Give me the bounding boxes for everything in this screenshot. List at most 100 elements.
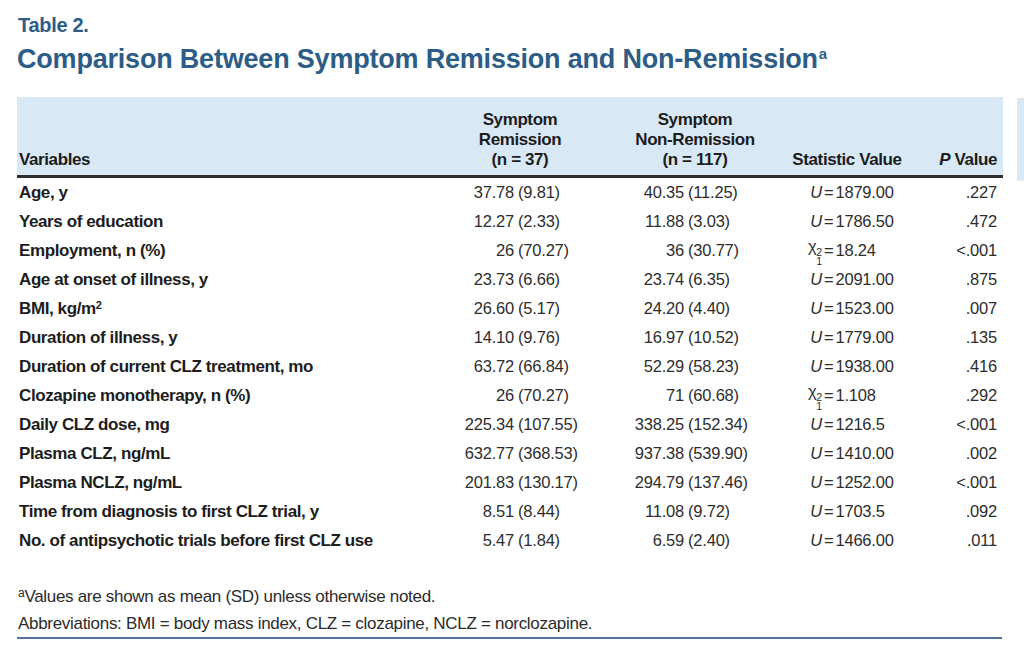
header-line: Symptom	[658, 110, 733, 129]
value-mean: 37.78	[430, 183, 514, 202]
cell-non-remission-value: 36(30.77)	[610, 241, 780, 260]
cell-variable-label: Employment, n (%)	[17, 241, 430, 261]
cell-variable-label: Daily CLZ dose, mg	[17, 415, 430, 435]
header-line: Symptom	[483, 110, 558, 129]
statistic-symbol-letter: U	[810, 415, 822, 433]
equals-sign: =	[824, 212, 833, 231]
equals-sign: =	[824, 270, 833, 289]
equals-sign: =	[824, 473, 833, 492]
footnote-abbreviations: Abbreviations: BMI = body mass index, CL…	[18, 610, 1004, 637]
statistic-symbol-letter: U	[810, 270, 822, 288]
cell-statistic-value: U=1252.00	[782, 473, 912, 492]
statistic-symbol: U	[782, 502, 822, 521]
cell-variable-label: Age, y	[17, 183, 430, 203]
cell-variable-label: Age at onset of illness, y	[17, 270, 430, 290]
statistic-number: 18.24	[835, 241, 875, 260]
statistic-symbol-letter: U	[810, 531, 822, 549]
value-sd: (8.44)	[518, 502, 560, 521]
statistic-number: 1523.00	[835, 299, 893, 318]
statistic-number: 1786.50	[835, 212, 893, 231]
cell-variable-label: Duration of current CLZ treatment, mo	[17, 357, 430, 377]
statistic-symbol-letter: χ	[808, 237, 816, 255]
statistic-symbol-letter: U	[810, 357, 822, 375]
statistic-symbol: U	[782, 183, 822, 202]
statistic-symbol: U	[782, 328, 822, 347]
page-title-superscript: a	[819, 45, 827, 62]
cell-remission-value: 201.83(130.17)	[430, 473, 610, 492]
cell-statistic-value: U=1466.00	[782, 531, 912, 550]
equals-sign: =	[824, 502, 833, 521]
value-sd: (9.76)	[518, 328, 560, 347]
table-row: Age at onset of illness, y23.73(6.66) 23.…	[17, 265, 1003, 294]
cell-variable-label: Time from diagnosis to first CLZ trial, …	[17, 502, 430, 522]
statistic-symbol-letter: U	[810, 444, 822, 462]
value-sd: (2.40)	[688, 531, 730, 550]
cell-remission-value: 225.34(107.55)	[430, 415, 610, 434]
cell-non-remission-value: 23.74(6.35)	[610, 270, 780, 289]
statistic-symbol-letter: U	[810, 183, 822, 201]
value-mean: 16.97	[610, 328, 684, 347]
value-mean: 23.73	[430, 270, 514, 289]
cell-statistic-value: U=1410.00	[782, 444, 912, 463]
variable-label-text: Employment, n (%)	[19, 241, 165, 260]
column-header-statistic-value: Statistic Value	[782, 150, 912, 170]
value-sd: (66.84)	[518, 357, 569, 376]
header-line: (n = 37)	[492, 150, 549, 169]
value-mean: 11.08	[610, 502, 684, 521]
value-mean: 201.83	[430, 473, 514, 492]
value-mean: 632.77	[430, 444, 514, 463]
column-header-p-value: P Value	[912, 150, 1003, 170]
cell-p-value: .416	[912, 357, 1003, 376]
value-sd: (3.03)	[688, 212, 730, 231]
cell-remission-value: 26(70.27)	[430, 386, 610, 405]
value-sd: (9.81)	[518, 183, 560, 202]
variable-label-text: Daily CLZ dose, mg	[19, 415, 170, 434]
equals-sign: =	[824, 357, 833, 376]
value-sd: (70.27)	[518, 241, 569, 260]
table-row: Clozapine monotherapy, n (%)26(70.27)71(…	[17, 381, 1003, 410]
cell-p-value: .292	[912, 386, 1003, 405]
cell-non-remission-value: 294.79(137.46)	[610, 473, 780, 492]
value-mean: 338.25	[610, 415, 684, 434]
statistic-number: 2091.00	[835, 270, 893, 289]
value-sd: (6.66)	[518, 270, 560, 289]
value-sd: (107.55)	[518, 415, 578, 434]
cell-remission-value: 8.51(8.44)	[430, 502, 610, 521]
statistic-symbol: U	[782, 270, 822, 289]
bottom-rule-divider	[17, 637, 1002, 639]
value-mean: 6.59	[610, 531, 684, 550]
cell-non-remission-value: 52.29(58.23)	[610, 357, 780, 376]
table-body: Age, y37.78(9.81)40.35(11.25)U=1879.00.2…	[17, 178, 1003, 555]
variable-label-text: Duration of illness, y	[19, 328, 177, 347]
value-mean: 63.72	[430, 357, 514, 376]
cell-remission-value: 5.47(1.84)	[430, 531, 610, 550]
statistic-symbol: U	[782, 473, 822, 492]
cell-p-value: .007	[912, 299, 1003, 318]
cell-p-value: <.001	[912, 415, 1003, 434]
equals-sign: =	[824, 415, 833, 434]
variable-label-text: BMI, kg/m	[19, 299, 96, 318]
value-mean: 36	[610, 241, 684, 260]
table-row: Years of education12.27(2.33)11.88(3.03)…	[17, 207, 1003, 236]
cell-p-value: .011	[912, 531, 1003, 550]
variable-label-text: Plasma NCLZ, ng/mL	[19, 473, 182, 492]
value-sd: (5.17)	[518, 299, 560, 318]
statistic-number: 1779.00	[835, 328, 893, 347]
cell-remission-value: 26.60(5.17)	[430, 299, 610, 318]
value-sd: (9.72)	[688, 502, 730, 521]
table-row: Age, y37.78(9.81)40.35(11.25)U=1879.00.2…	[17, 178, 1003, 207]
cell-variable-label: Duration of illness, y	[17, 328, 430, 348]
cell-remission-value: 26(70.27)	[430, 241, 610, 260]
variable-label-superscript: 2	[96, 299, 102, 311]
value-mean: 26	[430, 386, 514, 405]
value-sd: (4.40)	[688, 299, 730, 318]
cell-non-remission-value: 338.25(152.34)	[610, 415, 780, 434]
value-sd: (6.35)	[688, 270, 730, 289]
header-line: Non-Remission	[635, 130, 754, 149]
statistic-subscript: 1	[816, 257, 822, 266]
value-mean: 26	[430, 241, 514, 260]
page-title: Comparison Between Symptom Remission and…	[17, 44, 827, 75]
statistic-number: 1466.00	[835, 531, 893, 550]
value-sd: (137.46)	[688, 473, 748, 492]
value-sd: (1.84)	[518, 531, 560, 550]
